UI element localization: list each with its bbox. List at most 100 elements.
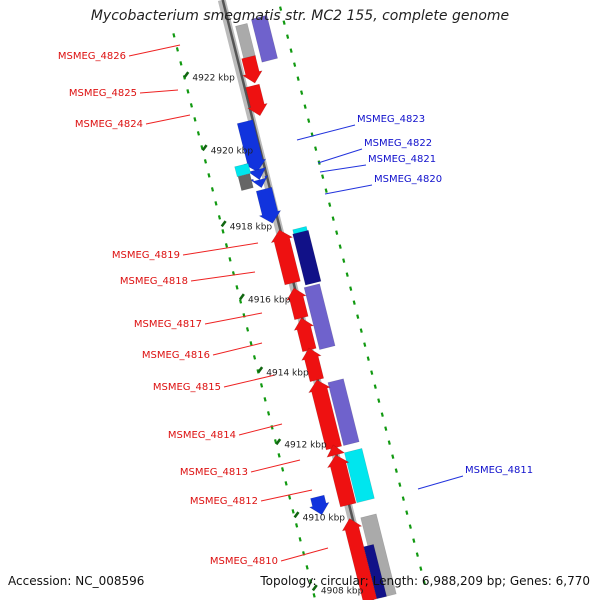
scale-label: 4910 kbp xyxy=(303,513,346,523)
scale-tick xyxy=(257,366,264,374)
gene-block-6 xyxy=(249,175,269,189)
label-leader-lines xyxy=(128,44,464,562)
gene-label-left: MSMEG_4810 xyxy=(210,556,278,567)
scale-label: 4916 kbp xyxy=(248,295,291,305)
inner-ring-dash xyxy=(303,104,307,109)
outer-ring-dash xyxy=(266,411,271,416)
inner-ring-dash xyxy=(286,34,290,39)
gene-label-left: MSMEG_4813 xyxy=(180,467,248,478)
inner-ring-dash xyxy=(345,272,349,277)
inner-ring-dash xyxy=(307,118,311,123)
leader-line-left xyxy=(223,374,276,388)
gene-block-20 xyxy=(344,448,375,504)
leader-line-left xyxy=(204,312,263,325)
leader-line-left xyxy=(250,459,301,473)
inner-ring-dash xyxy=(422,580,426,585)
scale-label: 4920 kbp xyxy=(211,146,254,156)
leader-line-left xyxy=(145,114,191,125)
outer-ring-dash xyxy=(193,117,197,122)
outer-ring-dash xyxy=(238,299,243,304)
inner-ring-dash xyxy=(415,552,419,557)
inner-ring-dash xyxy=(398,482,402,487)
outer-ring-dash xyxy=(217,215,222,220)
gene-label-left: MSMEG_4812 xyxy=(190,496,258,507)
outer-ring-dash xyxy=(196,131,201,136)
outer-ring-dash xyxy=(295,523,299,528)
inner-ring-dash xyxy=(279,6,283,11)
gene-label-left: MSMEG_4816 xyxy=(142,350,210,361)
accession-text: Accession: NC_008596 xyxy=(8,574,145,588)
page-title: Mycobacterium smegmatis str. MC2 155, co… xyxy=(90,8,510,24)
gene-block-3 xyxy=(245,83,268,117)
outer-ring-dash xyxy=(281,467,285,472)
outer-ring-dash xyxy=(274,439,278,444)
outer-ring-dash xyxy=(284,481,288,486)
leader-line-left xyxy=(128,44,181,57)
inner-ring-dash xyxy=(419,566,423,571)
scale-tick xyxy=(275,438,282,446)
outer-ring-dash xyxy=(312,593,316,598)
outer-ring-dash xyxy=(203,159,208,164)
inner-ring-dash xyxy=(300,90,304,95)
scale-tick xyxy=(201,144,208,152)
inner-ring-dash xyxy=(391,454,395,459)
leader-line-right xyxy=(296,124,356,141)
inner-ring-dash xyxy=(293,62,297,67)
gene-label-right: MSMEG_4811 xyxy=(465,465,533,476)
inner-dotted-ring xyxy=(279,6,426,585)
gene-label-right: MSMEG_4822 xyxy=(364,138,432,149)
outer-ring-dash xyxy=(277,453,281,458)
scale-tick xyxy=(293,511,300,519)
inner-ring-dash xyxy=(408,524,412,529)
inner-ring-dash xyxy=(352,300,356,305)
outer-ring-dash xyxy=(179,61,183,66)
scale-tick xyxy=(311,584,318,592)
outer-ring-dash xyxy=(249,341,253,346)
leader-line-left xyxy=(182,242,259,256)
outer-ring-dash xyxy=(200,145,204,150)
outer-ring-dash xyxy=(252,355,257,360)
gene-block-8 xyxy=(237,173,254,191)
leader-line-right xyxy=(317,148,363,164)
gene-labels: MSMEG_4826 MSMEG_4825 MSMEG_4824 MSMEG_4819… xyxy=(58,51,533,567)
outer-ring-dash xyxy=(245,327,250,332)
gene-block-21 xyxy=(326,454,357,508)
gene-label-left: MSMEG_4818 xyxy=(120,276,188,287)
outer-ring-dash xyxy=(235,285,239,290)
gene-label-left: MSMEG_4826 xyxy=(58,51,126,62)
inner-ring-dash xyxy=(331,216,335,221)
scale-tick xyxy=(238,293,245,301)
leader-line-left xyxy=(190,271,256,282)
gene-label-left: MSMEG_4824 xyxy=(75,119,143,130)
scale-tick xyxy=(183,71,190,79)
inner-ring-dash xyxy=(394,468,398,473)
gene-block-12 xyxy=(270,229,301,286)
outer-ring-dash xyxy=(259,383,264,388)
leader-line-right xyxy=(417,475,464,490)
gene-label-right: MSMEG_4821 xyxy=(368,154,436,165)
inner-ring-dash xyxy=(373,384,377,389)
gene-block-7 xyxy=(234,163,252,178)
inner-ring-dash xyxy=(296,76,300,81)
inner-ring-dash xyxy=(387,440,391,445)
leader-line-left xyxy=(212,342,263,356)
gene-label-right: MSMEG_4820 xyxy=(374,174,442,185)
outer-ring-dash xyxy=(298,537,302,542)
outer-ring-dash xyxy=(214,201,218,206)
gene-block-24 xyxy=(341,518,378,600)
gene-label-left: MSMEG_4825 xyxy=(69,88,137,99)
scale-label: 4918 kbp xyxy=(230,222,273,232)
scale-label: 4922 kbp xyxy=(192,73,235,83)
gene-block-22 xyxy=(308,494,330,516)
outer-ring-dash xyxy=(210,187,215,192)
outer-ring-dash xyxy=(309,579,313,584)
scale-label: 4912 kbp xyxy=(284,440,327,450)
inner-ring-dash xyxy=(384,426,388,431)
outer-ring-dash xyxy=(172,33,176,38)
leader-line-left xyxy=(280,547,329,562)
inner-ring-dash xyxy=(328,202,332,207)
outer-ring-dash xyxy=(189,103,193,108)
gene-features xyxy=(234,14,397,600)
gene-block-2 xyxy=(241,55,263,84)
inner-ring-dash xyxy=(370,370,374,375)
